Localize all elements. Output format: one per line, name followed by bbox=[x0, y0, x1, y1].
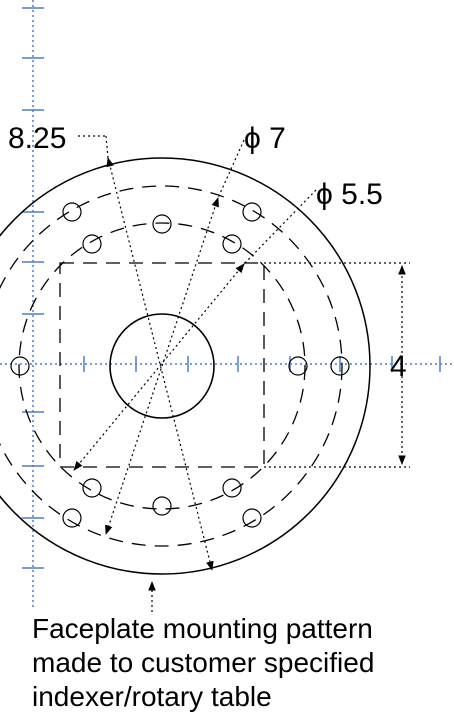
bolt-hole bbox=[152, 214, 172, 234]
bolt-hole bbox=[222, 478, 242, 498]
bolt-circle-outer-label: ϕ 7 bbox=[244, 122, 286, 155]
note-line-2: made to customer specified bbox=[32, 647, 375, 678]
bolt-holes bbox=[10, 202, 350, 528]
bolt-hole bbox=[222, 234, 242, 254]
dimension-5-5 bbox=[73, 189, 317, 471]
horizontal-centerline bbox=[0, 356, 454, 372]
bolt-hole bbox=[62, 508, 82, 528]
faceplate-note: Faceplate mounting pattern made to custo… bbox=[32, 612, 452, 714]
dimension-7 bbox=[105, 139, 245, 535]
dimension-8-25 bbox=[78, 135, 214, 571]
bolt-hole bbox=[62, 202, 82, 222]
bolt-hole bbox=[10, 356, 30, 376]
center-bore bbox=[109, 313, 215, 419]
bolt-hole bbox=[330, 356, 350, 376]
bolt-hole bbox=[152, 496, 172, 516]
bolt-hole bbox=[242, 508, 262, 528]
outer-diameter-label: 8.25 bbox=[8, 122, 66, 155]
square-label: 4 bbox=[390, 350, 407, 383]
bolt-hole bbox=[242, 202, 262, 222]
bolt-hole bbox=[82, 478, 102, 498]
dimension-4 bbox=[264, 262, 410, 468]
note-line-1: Faceplate mounting pattern bbox=[32, 613, 373, 644]
bolt-hole bbox=[82, 234, 102, 254]
bolt-circle-inner bbox=[18, 222, 306, 510]
bolt-hole bbox=[288, 356, 308, 376]
note-line-3: indexer/rotary table bbox=[32, 681, 272, 712]
bolt-circle-inner-label: ϕ 5.5 bbox=[316, 178, 383, 211]
